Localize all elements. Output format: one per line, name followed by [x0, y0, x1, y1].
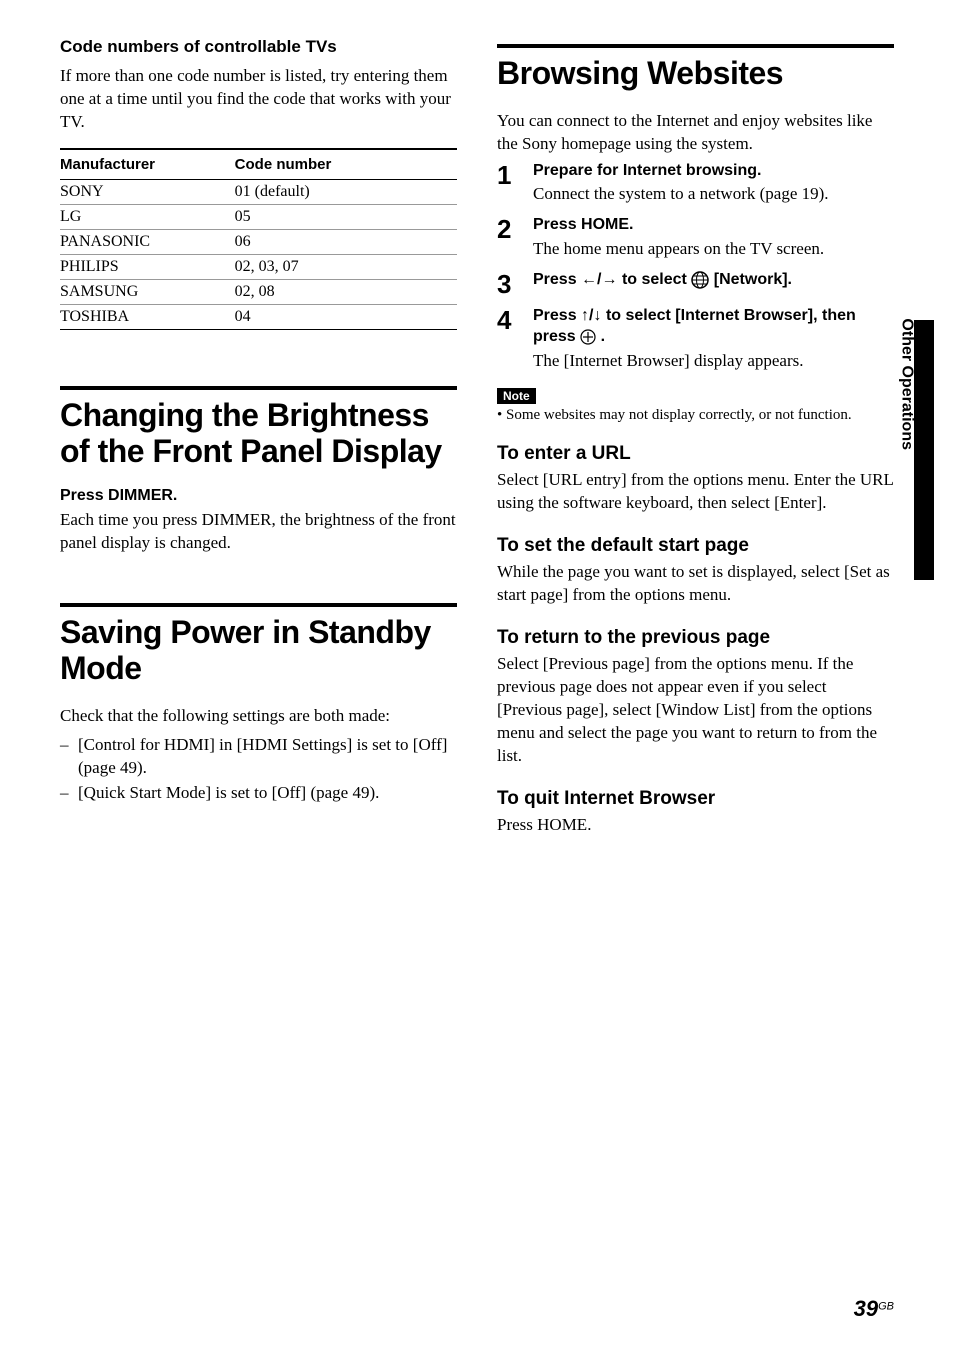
- step-head: Press HOME.: [533, 214, 894, 236]
- url-text: Select [URL entry] from the options menu…: [497, 469, 894, 515]
- td-code: 04: [235, 308, 457, 326]
- standby-list: – [Control for HDMI] in [HDMI Settings] …: [60, 734, 457, 805]
- step-number: 3: [497, 269, 533, 297]
- td-code: 05: [235, 208, 457, 226]
- enter-icon: [580, 329, 596, 345]
- step-number: 1: [497, 160, 533, 207]
- step: 4 Press ↑/↓ to select [Internet Browser]…: [497, 305, 894, 373]
- list-text: [Control for HDMI] in [HDMI Settings] is…: [78, 734, 457, 780]
- td-code: 02, 03, 07: [235, 258, 457, 276]
- standby-title: Saving Power in Standby Mode: [60, 615, 457, 687]
- section-rule: [60, 603, 457, 607]
- th-code: Code number: [235, 156, 457, 173]
- page-number: 39: [854, 1296, 878, 1321]
- table-header: Manufacturer Code number: [60, 150, 457, 180]
- td-code: 06: [235, 233, 457, 251]
- page-suffix: GB: [878, 1301, 894, 1313]
- brightness-text: Each time you press DIMMER, the brightne…: [60, 509, 457, 555]
- step-text: The home menu appears on the TV screen.: [533, 238, 894, 261]
- network-icon: [691, 271, 709, 289]
- arrows-icon: ←/→: [581, 271, 617, 288]
- step-head: Press ←/→ to select [Network].: [533, 269, 894, 291]
- td-mfr: PHILIPS: [60, 258, 235, 276]
- side-tab-bar: [914, 320, 934, 580]
- page-footer: 39GB: [854, 1296, 894, 1322]
- table-row: PANASONIC 06: [60, 230, 457, 255]
- section-rule: [60, 386, 457, 390]
- step-head: Prepare for Internet browsing.: [533, 160, 894, 182]
- t: Press: [533, 307, 581, 324]
- standby-intro: Check that the following settings are bo…: [60, 705, 457, 728]
- step-list: 1 Prepare for Internet browsing. Connect…: [497, 160, 894, 373]
- codes-heading: Code numbers of controllable TVs: [60, 36, 457, 59]
- table-row: LG 05: [60, 205, 457, 230]
- td-code: 01 (default): [235, 183, 457, 201]
- table-row: TOSHIBA 04: [60, 305, 457, 329]
- step: 2 Press HOME. The home menu appears on t…: [497, 214, 894, 261]
- side-tab-label: Other Operations: [898, 318, 916, 450]
- table-row: SAMSUNG 02, 08: [60, 280, 457, 305]
- prev-heading: To return to the previous page: [497, 627, 894, 649]
- quit-heading: To quit Internet Browser: [497, 788, 894, 810]
- td-code: 02, 08: [235, 283, 457, 301]
- browsing-intro: You can connect to the Internet and enjo…: [497, 110, 894, 156]
- step-number: 4: [497, 305, 533, 373]
- right-column: Browsing Websites You can connect to the…: [497, 36, 894, 857]
- list-text: [Quick Start Mode] is set to [Off] (page…: [78, 782, 379, 805]
- step-number: 2: [497, 214, 533, 261]
- td-mfr: SAMSUNG: [60, 283, 235, 301]
- codes-table: Manufacturer Code number SONY 01 (defaul…: [60, 148, 457, 330]
- list-item: – [Control for HDMI] in [HDMI Settings] …: [60, 734, 457, 780]
- table-row: PHILIPS 02, 03, 07: [60, 255, 457, 280]
- side-tab: Other Operations: [894, 320, 914, 580]
- start-heading: To set the default start page: [497, 535, 894, 557]
- step-text: Connect the system to a network (page 19…: [533, 183, 894, 206]
- quit-text: Press HOME.: [497, 814, 894, 837]
- step: 3 Press ←/→ to select [Network].: [497, 269, 894, 297]
- t: .: [596, 328, 605, 345]
- t: [Network].: [709, 271, 792, 288]
- td-mfr: TOSHIBA: [60, 308, 235, 326]
- t: Press: [533, 271, 581, 288]
- t: to select: [618, 271, 692, 288]
- start-text: While the page you want to set is displa…: [497, 561, 894, 607]
- left-column: Code numbers of controllable TVs If more…: [60, 36, 457, 857]
- brightness-instr: Press DIMMER.: [60, 487, 457, 505]
- table-row: SONY 01 (default): [60, 180, 457, 205]
- arrows-icon: ↑/↓: [581, 307, 601, 324]
- step-head: Press ↑/↓ to select [Internet Browser], …: [533, 305, 894, 348]
- td-mfr: SONY: [60, 183, 235, 201]
- list-item: – [Quick Start Mode] is set to [Off] (pa…: [60, 782, 457, 805]
- note-badge: Note: [497, 388, 536, 404]
- step: 1 Prepare for Internet browsing. Connect…: [497, 160, 894, 207]
- td-mfr: LG: [60, 208, 235, 226]
- url-heading: To enter a URL: [497, 443, 894, 465]
- td-mfr: PANASONIC: [60, 233, 235, 251]
- section-rule: [497, 44, 894, 48]
- th-manufacturer: Manufacturer: [60, 156, 235, 173]
- prev-text: Select [Previous page] from the options …: [497, 653, 894, 768]
- note-text: • Some websites may not display correctl…: [497, 406, 894, 426]
- step-text: The [Internet Browser] display appears.: [533, 350, 894, 373]
- brightness-title: Changing the Brightness of the Front Pan…: [60, 398, 457, 470]
- codes-intro: If more than one code number is listed, …: [60, 65, 457, 134]
- browsing-title: Browsing Websites: [497, 56, 894, 92]
